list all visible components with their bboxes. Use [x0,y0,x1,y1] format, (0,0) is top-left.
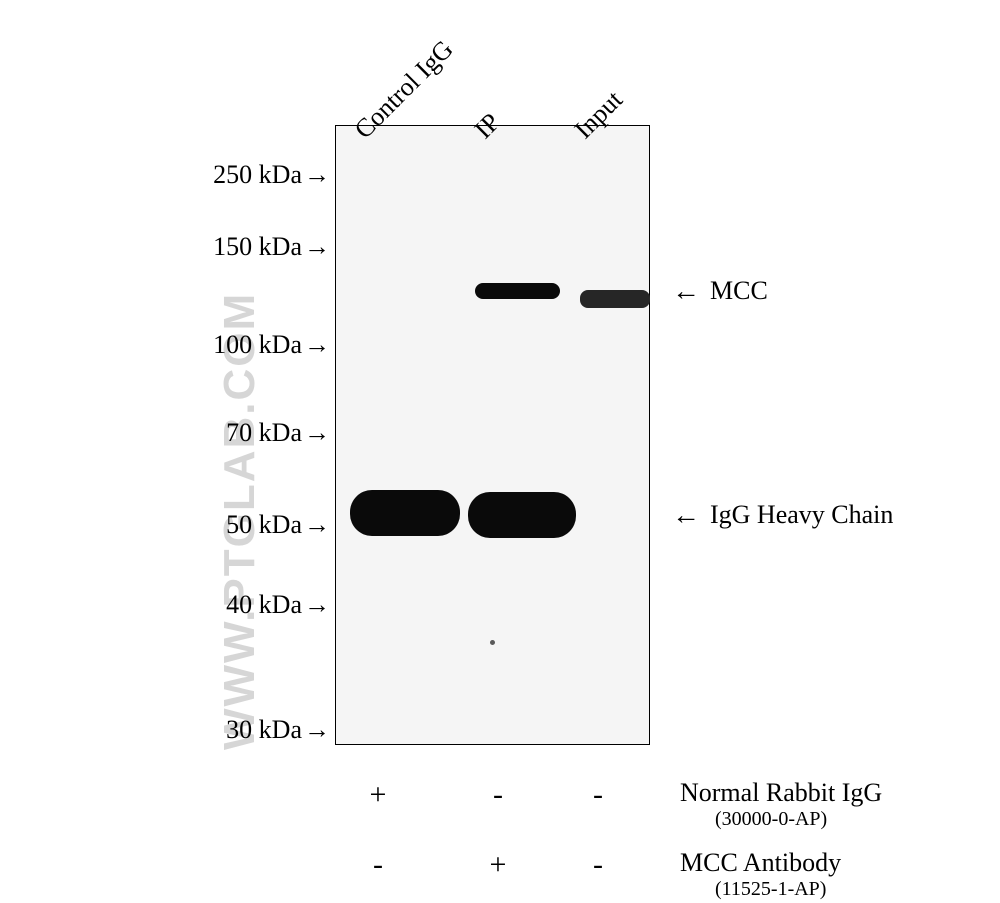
band-mcc-input [580,290,650,308]
mw-150: 150 kDa→ [213,232,330,262]
igg-arrow-icon: ← [672,500,700,532]
reagent0-mark1: - [478,778,518,812]
figure-stage: WWW.PTGLAB.COM Control IgG IP Input 250 … [0,0,1000,903]
reagent0-mark0: + [358,778,398,812]
band-igg-ip [468,492,576,538]
reagent0-label: Normal Rabbit IgG [680,778,882,808]
reagent0-sublabel: (30000-0-AP) [715,808,827,831]
reagent1-mark0: - [358,848,398,882]
mw-100: 100 kDa→ [213,330,330,360]
mw-30: 30 kDa→ [226,715,330,745]
reagent1-mark2: - [578,848,618,882]
band-mcc-ip [475,283,560,299]
mw-40: 40 kDa→ [226,590,330,620]
reagent0-mark2: - [578,778,618,812]
igg-label: IgG Heavy Chain [710,500,893,530]
reagent1-mark1: + [478,848,518,882]
mcc-label: MCC [710,276,768,306]
band-igg-ctrl [350,490,460,536]
mcc-arrow-icon: ← [672,276,700,308]
mw-50: 50 kDa→ [226,510,330,540]
reagent1-label: MCC Antibody [680,848,841,878]
artifact-dot [490,640,495,645]
blot-membrane [335,125,650,745]
mw-70: 70 kDa→ [226,418,330,448]
mw-250: 250 kDa→ [213,160,330,190]
reagent1-sublabel: (11525-1-AP) [715,878,826,901]
